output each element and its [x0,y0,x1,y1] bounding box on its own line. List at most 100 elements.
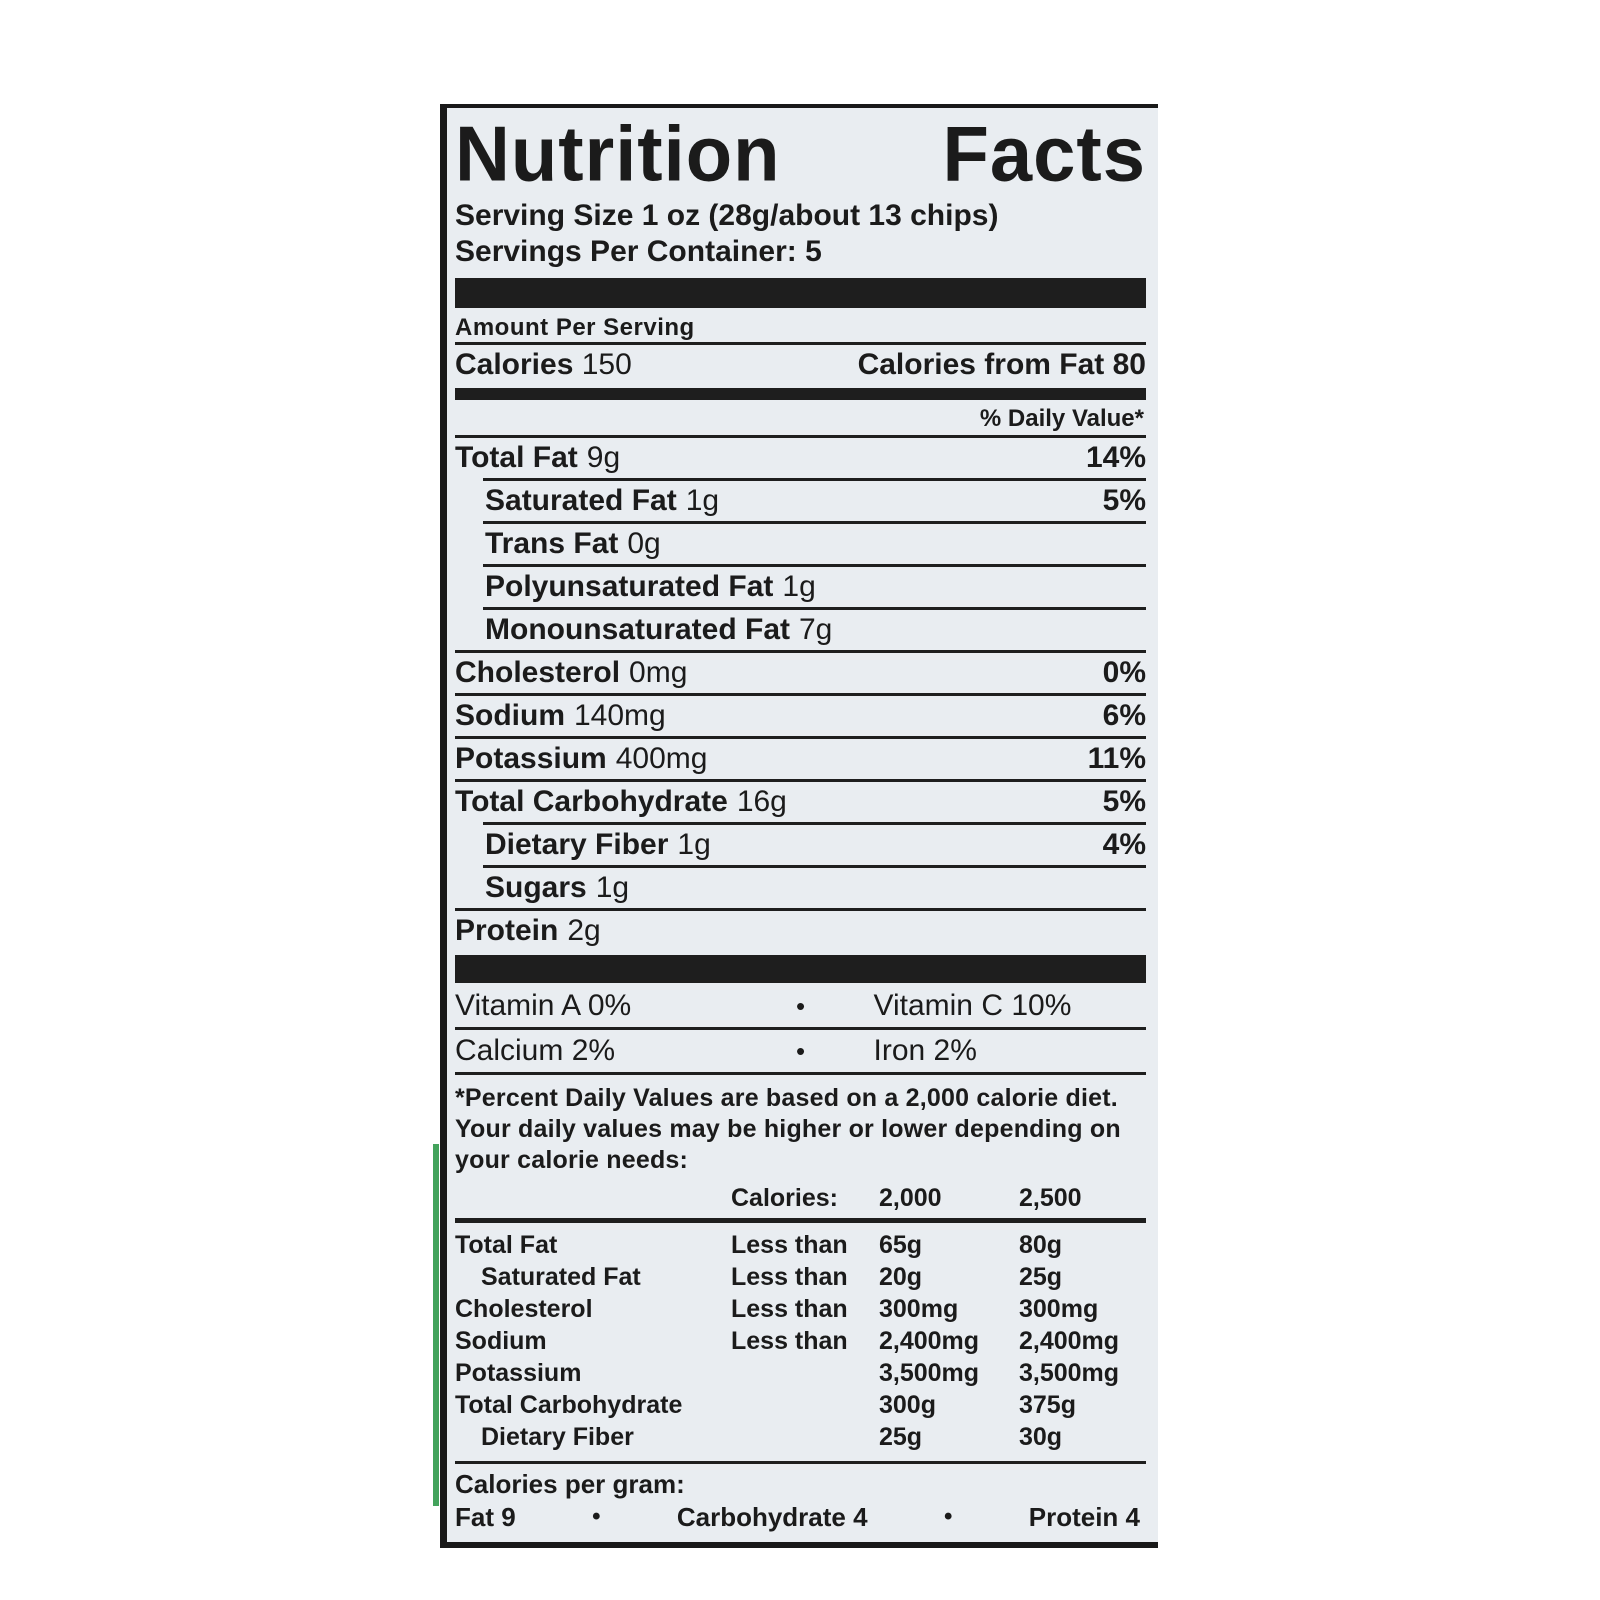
nutrient-amount: 2g [567,914,601,948]
daily-values-footnote: *Percent Daily Values are based on a 2,0… [455,1084,1121,1175]
separator-rule [455,779,1146,783]
separator-rule [455,342,1146,346]
nutrient-dv: 6% [1102,699,1146,733]
dv-row-2000: 300mg [879,1295,959,1324]
dv-row-2000: 25g [879,1423,923,1452]
dv-table-row-cholesterol: Cholesterol Less than 300mg 300mg [455,1293,1146,1325]
servings-per-container-line: Servings Per Container: 5 [455,235,822,269]
dv-row-2500: 375g [1019,1391,1076,1420]
separator-rule [455,1218,1146,1224]
calories-value: 150 [581,348,632,382]
nutrient-amount: 9g [586,441,621,475]
calories-cell: Calories 150 [455,345,632,385]
nutrient-name: Total Fat [455,441,578,475]
title-word-facts: Facts [942,111,1146,198]
bullet-icon: • [795,991,806,1022]
vitamin-row-1: Vitamin A 0% • Vitamin C 10% [455,985,1146,1027]
nutrient-name: Trans Fat [485,527,619,561]
calories-per-gram-row: Fat 9 • Carbohydrate 4 • Protein 4 [455,1500,1146,1534]
bullet-icon: • [795,1036,806,1067]
nutrient-name: Saturated Fat [485,484,677,518]
dv-row-2500: 25g [1019,1263,1063,1292]
dv-row-2000: 300g [879,1391,936,1420]
dv-row-qualifier [731,1357,879,1389]
dv-row-2500: 30g [1019,1423,1063,1452]
separator-rule [455,435,1146,439]
separator-rule [455,1461,1146,1465]
bullet-icon: • [943,1503,953,1531]
nutrient-dv: 5% [1102,785,1146,819]
nutrient-amount: 7g [799,613,833,647]
separator-rule [455,650,1146,654]
dv-row-name: Total Carbohydrate [455,1391,683,1420]
dv-row-2500: 80g [1019,1231,1063,1260]
dv-row-qualifier [731,1389,879,1421]
separator-rule [483,822,1146,826]
nutrient-row-total-carbohydrate: Total Carbohydrate 16g 5% [455,782,1146,822]
dv-table-row-saturated-fat: Saturated Fat Less than 20g 25g [455,1261,1146,1293]
calories-from-fat: Calories from Fat 80 [857,348,1146,382]
dv-row-2500: 3,500mg [1019,1359,1120,1388]
dv-row-name: Cholesterol [455,1295,593,1324]
nutrient-row-monounsaturated-fat: Monounsaturated Fat 7g [455,610,1146,650]
nutrient-name: Potassium [455,742,607,776]
separator-rule [483,521,1146,525]
dv-table-header: Calories: 2,000 2,500 [455,1182,1146,1214]
nutrient-row-trans-fat: Trans Fat 0g [455,524,1146,564]
amount-per-serving-heading: Amount Per Serving [455,314,695,342]
nutrient-row-polyunsaturated-fat: Polyunsaturated Fat 1g [455,567,1146,607]
dv-row-2500: 2,400mg [1019,1327,1120,1356]
iron-value: Iron 2% [873,1034,977,1068]
nutrient-amount: 16g [736,785,787,819]
nutrient-name: Cholesterol [455,656,621,690]
separator-rule [483,564,1146,568]
separator-rule [455,1027,1146,1031]
dv-row-qualifier: Less than [731,1295,848,1324]
vitamin-a-value: Vitamin A 0% [455,989,632,1023]
nutrient-name: Dietary Fiber [485,828,669,862]
dv-row-2000: 65g [879,1231,923,1260]
nutrient-name: Total Carbohydrate [455,785,728,819]
cpg-carbohydrate: Carbohydrate 4 [676,1502,868,1533]
nutrient-row-cholesterol: Cholesterol 0mg 0% [455,653,1146,693]
calcium-value: Calcium 2% [455,1034,616,1068]
nutrient-dv: 11% [1087,742,1146,776]
nutrient-amount: 1g [595,871,630,905]
dv-row-name: Sodium [455,1327,547,1356]
dv-row-2500: 300mg [1019,1295,1099,1324]
bullet-icon: • [592,1503,601,1531]
separator-rule [483,478,1146,482]
nutrient-dv: 4% [1102,828,1146,862]
dv-table-row-total-fat: Total Fat Less than 65g 80g [455,1229,1146,1261]
cpg-fat: Fat 9 [455,1502,516,1533]
nutrient-amount: 140mg [574,699,666,733]
nutrient-amount: 1g [677,828,711,862]
label-title: Nutrition Facts [455,111,1146,198]
nutrient-dv: 14% [1085,441,1146,475]
calories-row: Calories 150 Calories from Fat 80 [455,345,1146,385]
nutrient-name: Protein [455,914,559,948]
nutrient-row-sugars: Sugars 1g [455,868,1146,908]
nutrition-facts-label: Nutrition Facts Serving Size 1 oz (28g/a… [433,104,1158,1549]
nutrient-amount: 1g [685,484,720,518]
nutrient-name: Monounsaturated Fat [485,613,790,647]
nutrient-amount: 400mg [615,742,708,776]
separator-rule [483,865,1146,869]
nutrient-name: Polyunsaturated Fat [485,570,774,604]
section-divider-bar [455,388,1146,401]
calories-label: Calories [455,348,574,382]
separator-rule [455,736,1146,740]
separator-rule [455,908,1146,912]
dv-row-name: Dietary Fiber [481,1423,634,1452]
dv-row-2000: 2,400mg [879,1327,980,1356]
nutrient-row-dietary-fiber: Dietary Fiber 1g 4% [455,825,1146,865]
package-edge-strip [433,1144,439,1506]
daily-value-header: % Daily Value* [979,405,1144,433]
nutrient-row-sodium: Sodium 140mg 6% [455,696,1146,736]
vitamin-c-value: Vitamin C 10% [873,989,1072,1023]
dv-table-row-potassium: Potassium 3,500mg 3,500mg [455,1357,1146,1389]
vitamin-row-2: Calcium 2% • Iron 2% [455,1030,1146,1072]
separator-rule [455,693,1146,697]
section-divider-bar [455,278,1146,309]
nutrient-dv: 0% [1102,656,1146,690]
